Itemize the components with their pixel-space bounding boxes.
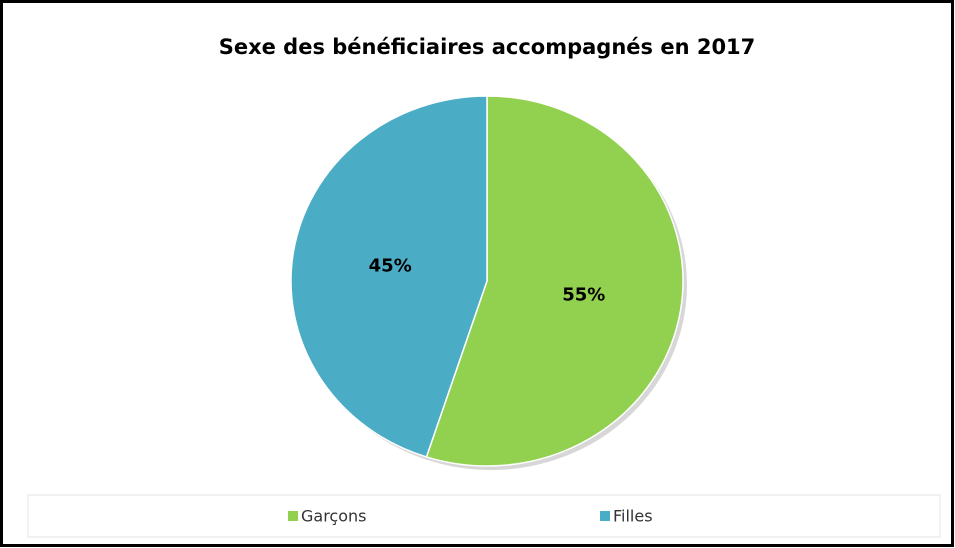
pie-slice — [425, 95, 684, 467]
pie-slice — [290, 95, 488, 458]
legend-box — [27, 494, 941, 538]
legend-swatch — [600, 511, 610, 521]
legend-swatch — [288, 511, 298, 521]
legend-label: Filles — [613, 507, 653, 526]
data-label: 45% — [369, 256, 412, 277]
data-label: 55% — [562, 284, 605, 305]
chart-title: Sexe des bénéficiaires accompagnés en 20… — [219, 35, 756, 59]
legend-label: Garçons — [301, 507, 367, 526]
